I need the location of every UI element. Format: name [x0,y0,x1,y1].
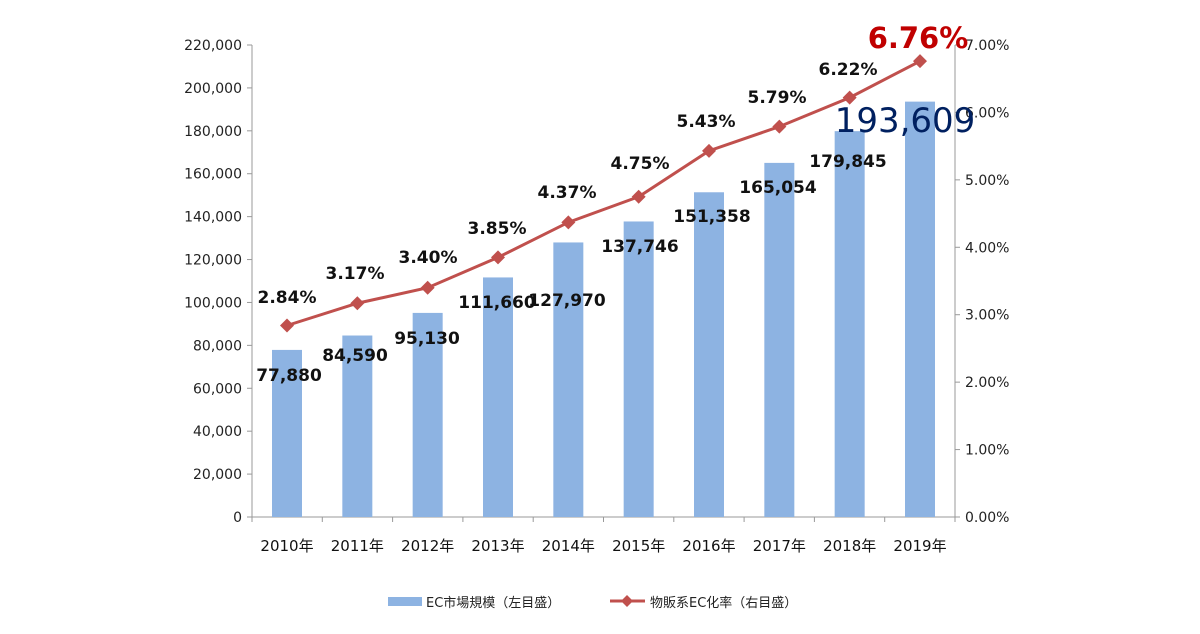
rate-data-label: 4.75% [611,154,670,174]
rate-data-label: 2.84% [258,288,317,308]
bar-2018年 [834,131,865,517]
rate-marker [772,119,787,134]
x-tick-label: 2017年 [753,537,806,555]
rate-data-label: 3.85% [468,219,527,239]
left-tick-label: 80,000 [193,338,242,354]
right-tick-label: 4.00% [965,240,1009,256]
rate-data-label: 5.43% [677,112,736,132]
bar-data-label: 111,660 [458,293,536,313]
bar-2017年 [764,162,795,517]
left-tick-label: 220,000 [184,38,242,54]
x-tick-label: 2015年 [612,537,665,555]
left-tick-label: 160,000 [184,167,242,183]
right-tick-label: 1.00% [965,443,1009,459]
legend-bar-swatch [388,597,422,606]
bar-2010年 [272,349,302,517]
x-tick-label: 2016年 [682,537,735,555]
left-tick-label: 140,000 [184,210,242,226]
left-tick-label: 200,000 [184,81,242,97]
x-tick-label: 2014年 [542,537,595,555]
x-tick-label: 2011年 [331,537,384,555]
rate-data-label: 3.17% [326,264,385,284]
bar-2019年 [905,101,935,517]
rate-marker [842,90,857,105]
bar-2016年 [694,192,724,517]
left-tick-label: 40,000 [193,424,242,440]
rate-marker [420,280,435,295]
bar-data-label: 127,970 [528,291,606,311]
legend-line-marker [621,595,633,607]
right-tick-label: 0.00% [965,510,1009,526]
legend-line-label: 物販系EC化率（右目盛） [650,595,797,611]
x-tick-label: 2018年 [823,537,876,555]
bar-data-label: 137,746 [601,237,678,257]
x-tick-label: 2013年 [471,537,524,555]
x-tick-label: 2010年 [260,537,313,555]
rate-marker [491,250,505,265]
bar-2014年 [553,242,584,518]
rate-data-label: 5.79% [748,88,807,108]
bar-data-label: 179,845 [809,152,886,172]
left-tick-label: 60,000 [193,381,242,397]
left-tick-label: 20,000 [193,467,242,483]
x-tick-label: 2019年 [893,537,946,555]
legend-bar-label: EC市場規模（左目盛） [426,595,560,611]
rate-line [286,59,921,327]
bar-2012年 [412,312,443,517]
rate-marker [702,143,716,158]
left-tick-label: 180,000 [184,124,242,140]
bar-data-label: 151,358 [673,207,750,227]
bar-data-label: 95,130 [394,329,460,349]
rate-marker [561,215,576,230]
rate-data-label: 6.22% [819,60,878,80]
bar-2011年 [342,335,373,517]
rate-marker [913,54,927,69]
right-tick-label: 5.00% [965,173,1009,189]
bar-2015年 [623,221,654,517]
bar-data-label: 193,609 [835,101,976,141]
bar-2013年 [483,277,513,517]
bar-data-label: 84,590 [322,346,388,366]
left-tick-label: 100,000 [184,295,242,311]
rate-marker [350,296,365,311]
left-tick-label: 120,000 [184,253,242,269]
left-tick-label: 0 [233,510,242,526]
right-tick-label: 6.00% [965,105,1009,121]
rate-data-label: 4.37% [538,183,597,203]
right-tick-label: 2.00% [965,375,1009,391]
right-tick-label: 7.00% [965,38,1009,54]
x-tick-label: 2012年 [401,537,454,555]
rate-marker [631,189,646,204]
bar-data-label: 77,880 [256,366,322,386]
rate-data-label: 3.40% [399,248,458,268]
rate-data-label: 6.76% [868,21,969,55]
rate-marker [280,318,294,333]
bar-data-label: 165,054 [739,178,817,198]
right-tick-label: 3.00% [965,308,1009,324]
